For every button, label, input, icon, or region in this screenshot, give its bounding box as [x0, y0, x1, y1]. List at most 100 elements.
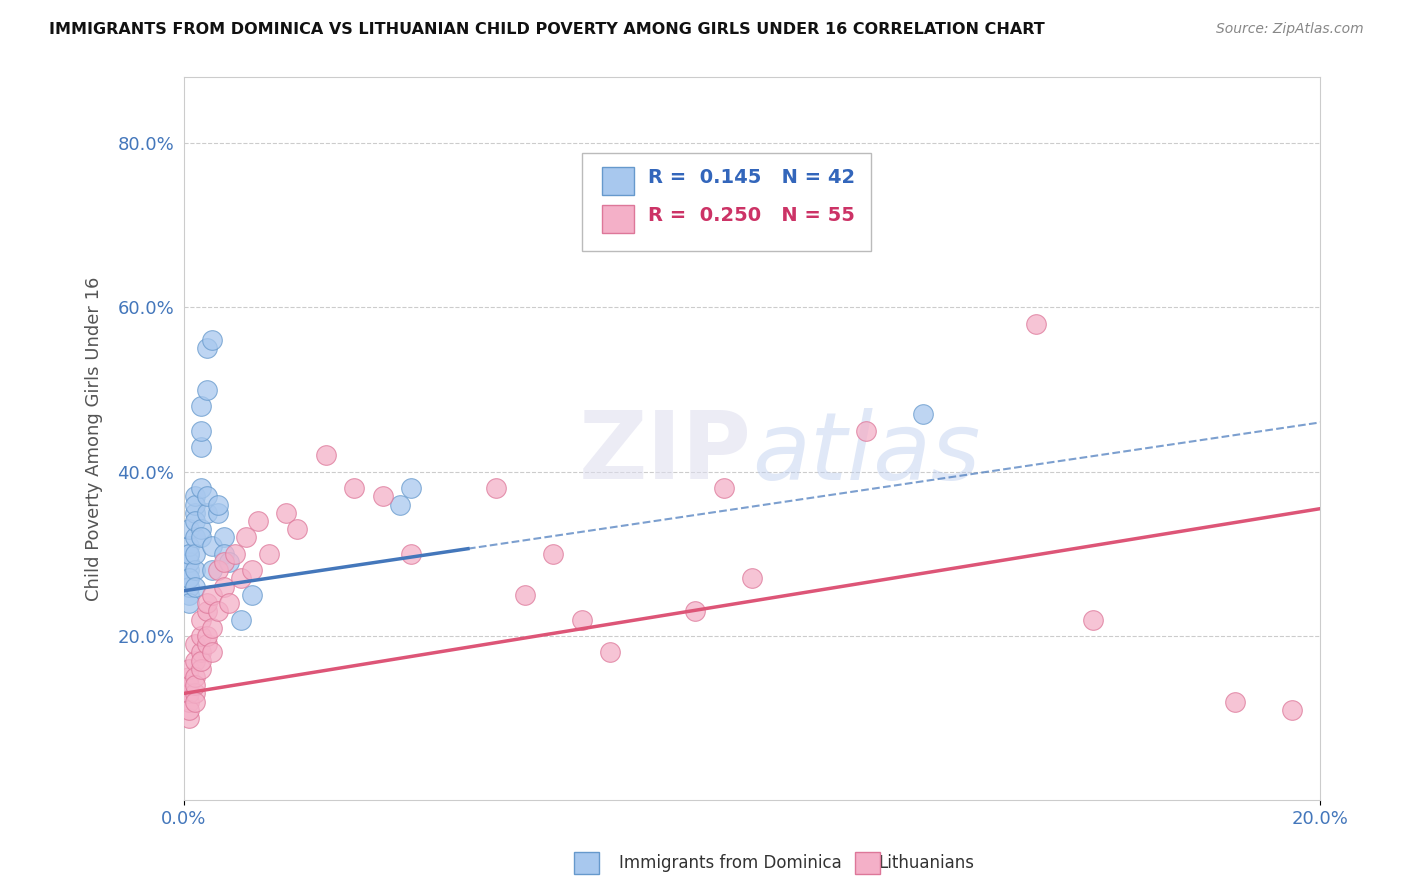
Point [212, 547, 235, 561]
Point [195, 637, 218, 651]
Point [184, 489, 207, 503]
Point [541, 547, 564, 561]
Point [184, 563, 207, 577]
Point [179, 695, 201, 709]
Point [184, 498, 207, 512]
Point [184, 547, 207, 561]
Text: Source: ZipAtlas.com: Source: ZipAtlas.com [1216, 22, 1364, 37]
Point [240, 588, 263, 602]
Point [179, 539, 201, 553]
Point [190, 440, 212, 454]
Point [190, 662, 212, 676]
Point [1223, 695, 1246, 709]
Point [257, 547, 280, 561]
Point [190, 399, 212, 413]
Point [911, 407, 934, 421]
Point [184, 654, 207, 668]
Point [179, 547, 201, 561]
Point [184, 695, 207, 709]
Point [207, 563, 229, 577]
Point [399, 481, 422, 495]
Point [179, 662, 201, 676]
Point [195, 629, 218, 643]
Point [485, 481, 508, 495]
Point [179, 547, 201, 561]
Point [179, 670, 201, 684]
Point [179, 711, 201, 725]
Point [190, 522, 212, 536]
Point [190, 645, 212, 659]
Text: R =  0.250   N = 55: R = 0.250 N = 55 [648, 206, 855, 225]
Point [195, 383, 218, 397]
Point [201, 563, 224, 577]
Point [1081, 613, 1104, 627]
Point [184, 686, 207, 700]
Point [371, 489, 394, 503]
Point [184, 514, 207, 528]
Point [683, 604, 706, 618]
Point [184, 678, 207, 692]
Point [212, 530, 235, 544]
Point [195, 342, 218, 356]
Text: atlas: atlas [752, 408, 980, 499]
Point [179, 678, 201, 692]
Point [184, 637, 207, 651]
Point [201, 539, 224, 553]
Point [184, 530, 207, 544]
Text: R =  0.145   N = 42: R = 0.145 N = 42 [648, 168, 855, 186]
Point [190, 654, 212, 668]
Point [1281, 703, 1303, 717]
Point [571, 613, 593, 627]
Point [201, 333, 224, 347]
Point [184, 506, 207, 520]
Point [741, 571, 763, 585]
Point [179, 580, 201, 594]
Point [399, 547, 422, 561]
Text: ZIP: ZIP [579, 408, 752, 500]
Point [207, 498, 229, 512]
Point [179, 571, 201, 585]
Point [229, 613, 252, 627]
Point [195, 489, 218, 503]
Point [287, 522, 309, 536]
Point [190, 629, 212, 643]
Point [179, 588, 201, 602]
Point [343, 481, 366, 495]
Point [179, 571, 201, 585]
Point [179, 596, 201, 610]
FancyBboxPatch shape [602, 205, 634, 233]
Point [212, 580, 235, 594]
Point [235, 530, 257, 544]
Point [195, 604, 218, 618]
Point [274, 506, 297, 520]
Point [240, 563, 263, 577]
Point [190, 481, 212, 495]
Point [184, 670, 207, 684]
Point [179, 703, 201, 717]
Point [179, 522, 201, 536]
Point [224, 547, 246, 561]
Point [190, 613, 212, 627]
Point [218, 596, 240, 610]
Point [855, 424, 877, 438]
Point [195, 506, 218, 520]
Point [599, 645, 621, 659]
Point [207, 604, 229, 618]
Point [713, 481, 735, 495]
Point [218, 555, 240, 569]
Point [513, 588, 536, 602]
Point [212, 555, 235, 569]
Point [201, 645, 224, 659]
Point [184, 580, 207, 594]
Point [179, 555, 201, 569]
Point [388, 498, 411, 512]
Point [246, 514, 269, 528]
FancyBboxPatch shape [582, 153, 872, 251]
Text: IMMIGRANTS FROM DOMINICA VS LITHUANIAN CHILD POVERTY AMONG GIRLS UNDER 16 CORREL: IMMIGRANTS FROM DOMINICA VS LITHUANIAN C… [49, 22, 1045, 37]
Point [1025, 317, 1047, 331]
Point [179, 563, 201, 577]
Point [229, 571, 252, 585]
Point [190, 530, 212, 544]
Point [201, 588, 224, 602]
Point [315, 448, 337, 462]
